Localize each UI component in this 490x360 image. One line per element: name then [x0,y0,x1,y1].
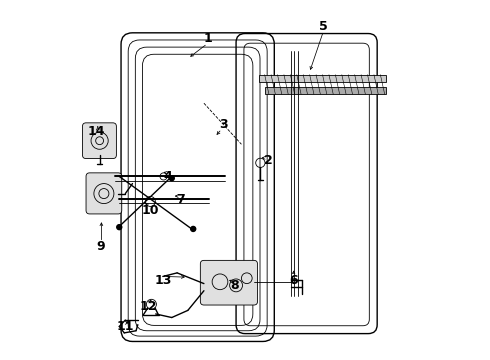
Text: 9: 9 [96,240,105,253]
Text: 12: 12 [140,300,157,313]
Text: 4: 4 [164,170,172,183]
Text: 1: 1 [203,32,212,45]
Circle shape [191,226,196,231]
Text: 2: 2 [264,154,272,167]
Text: 10: 10 [142,204,159,217]
FancyBboxPatch shape [82,123,117,158]
Circle shape [117,176,122,181]
Circle shape [169,176,174,181]
Text: 7: 7 [176,193,185,206]
Polygon shape [259,75,386,82]
Polygon shape [265,87,386,94]
FancyBboxPatch shape [86,173,122,214]
Circle shape [117,225,122,230]
Text: 11: 11 [117,320,134,333]
Text: 3: 3 [219,118,228,131]
Text: 14: 14 [88,125,105,138]
FancyBboxPatch shape [200,260,258,305]
Text: 13: 13 [154,274,171,287]
Text: 6: 6 [289,274,297,287]
Text: 5: 5 [319,20,328,33]
Text: 8: 8 [230,279,239,292]
